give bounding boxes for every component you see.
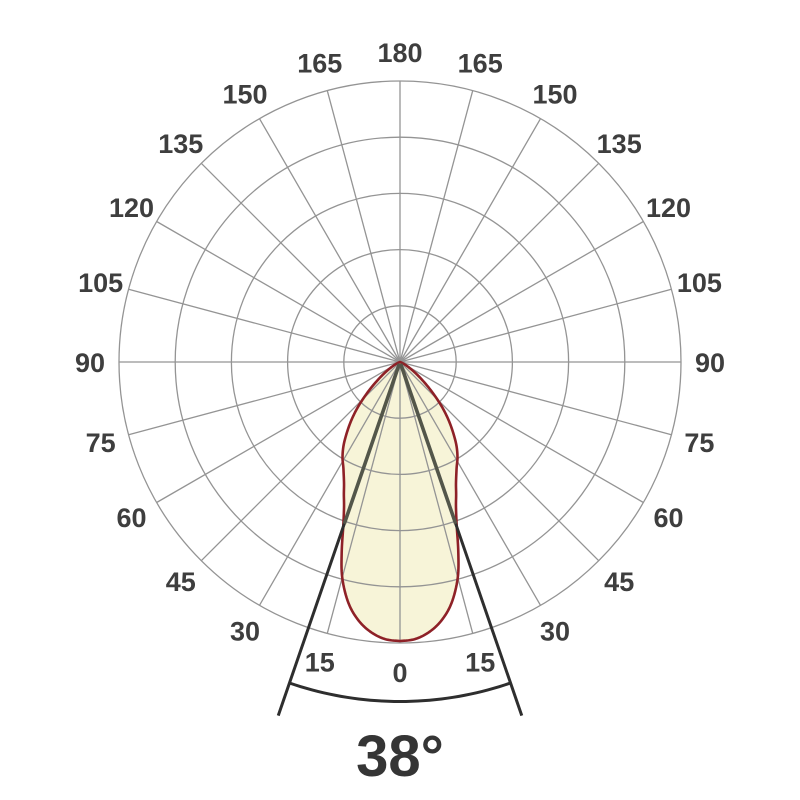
grid-spoke [399, 361, 542, 606]
grid-spoke [156, 220, 401, 363]
grid-spoke [399, 288, 672, 363]
beam-half-angle-line-outer [276, 523, 346, 717]
beam-half-angle-line-inner [342, 363, 402, 525]
grid-spoke [399, 220, 644, 363]
grid-spoke [200, 162, 401, 363]
angle-tick-label: 105 [677, 268, 722, 298]
angle-tick-label: 150 [532, 80, 577, 110]
angle-tick-label: 45 [604, 567, 634, 597]
angle-tick-label: 165 [458, 49, 503, 79]
angle-tick-label: 135 [158, 129, 203, 159]
angle-tick-labels: 0 15 15 30 30 45 45 60 60 75 75 90 90 105 105 120 120 135… [75, 38, 725, 688]
grid-spoke [128, 288, 401, 363]
angle-tick-label: 30 [230, 617, 260, 647]
grid-spoke [399, 90, 474, 363]
angle-tick-label: 135 [597, 129, 642, 159]
grid-spoke [258, 118, 401, 363]
angle-tick-label: 90 [75, 348, 105, 378]
grid-spoke [399, 361, 474, 634]
angle-tick-label: 120 [109, 193, 154, 223]
angle-tick-label: 180 [377, 38, 422, 68]
grid-spoke [399, 361, 644, 504]
angle-tick-label: 15 [465, 647, 495, 677]
beam-half-angle-line-inner [398, 363, 458, 525]
grid-spoke [399, 361, 672, 436]
grid-spoke [258, 361, 401, 606]
angle-tick-label: 15 [305, 647, 335, 677]
angle-tick-label: 60 [653, 503, 683, 533]
grid-spoke [326, 90, 401, 363]
grid-spoke [399, 162, 600, 363]
grid-spoke [399, 118, 542, 363]
polar-grid [118, 80, 682, 644]
beam-angle-lines [276, 363, 524, 717]
angle-tick-label: 60 [116, 503, 146, 533]
angle-tick-label: 165 [297, 49, 342, 79]
grid-spoke [156, 361, 401, 504]
beam-angle-value-label: 38° [356, 724, 444, 789]
grid-spoke [326, 361, 401, 634]
angle-tick-label: 75 [86, 428, 116, 458]
beam-angle-arc [288, 681, 512, 704]
angle-tick-label: 120 [646, 193, 691, 223]
angle-tick-label: 90 [695, 348, 725, 378]
angle-tick-label: 75 [684, 428, 714, 458]
beam-half-angle-line-outer [454, 523, 524, 717]
angle-tick-label: 150 [222, 80, 267, 110]
angle-tick-label: 0 [392, 658, 407, 688]
angle-tick-label: 105 [78, 268, 123, 298]
beam-lobe-outline [340, 360, 460, 643]
angle-tick-label: 30 [540, 617, 570, 647]
grid-spoke [128, 361, 401, 436]
angle-tick-label: 45 [166, 567, 196, 597]
